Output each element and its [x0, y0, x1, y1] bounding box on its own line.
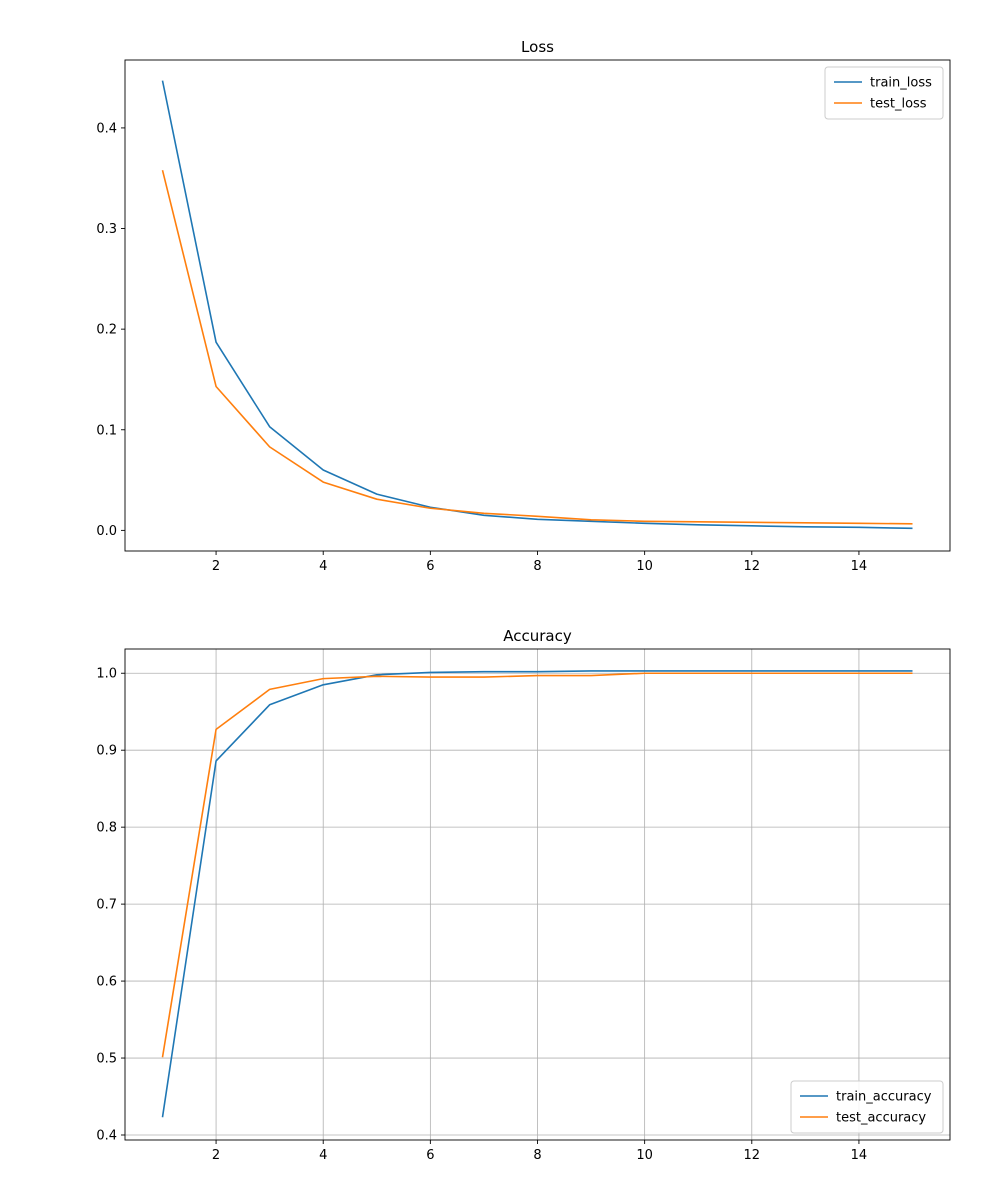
accuracy-x-tick-label: 2	[212, 1148, 220, 1163]
accuracy-y-tick-label: 0.4	[96, 1128, 117, 1143]
loss-x-tick-label: 8	[533, 559, 541, 574]
accuracy-y-tick-label: 0.9	[96, 744, 117, 759]
loss-chart: Loss 2 4 6 8 10 12 14 0.0 0.1 0.2 0.3 0.4 train_loss…	[96, 38, 951, 574]
accuracy-legend-label: train_accuracy	[836, 1090, 932, 1105]
loss-chart-title: Loss	[521, 38, 554, 56]
accuracy-x-tick-label: 12	[744, 1148, 761, 1163]
loss-x-tick-label: 10	[636, 559, 653, 574]
accuracy-y-tick-label: 0.6	[96, 975, 117, 990]
accuracy-legend-box	[790, 1080, 944, 1134]
loss-y-tick-label: 0.4	[96, 121, 117, 136]
accuracy-y-tick-label: 0.5	[96, 1052, 117, 1067]
loss-x-tick-label: 14	[851, 559, 868, 574]
accuracy-x-tick-label: 6	[426, 1148, 434, 1163]
loss-plot-frame	[124, 59, 951, 552]
loss-y-tick-label: 0.1	[96, 423, 117, 438]
accuracy-x-tick-label: 14	[851, 1148, 868, 1163]
accuracy-x-tick-label: 4	[319, 1148, 327, 1163]
loss-x-tick-label: 6	[426, 559, 434, 574]
accuracy-legend: train_accuracy test_accuracy	[790, 1080, 944, 1134]
accuracy-chart: Accuracy 2 4 6 8 10 12 14 0.4 0.5 0.6 0.7 0.8 0.9 1.0…	[96, 627, 951, 1163]
loss-x-tick-label: 12	[744, 559, 761, 574]
loss-series-line-test-loss	[161, 169, 913, 525]
loss-legend-label: train_loss	[870, 76, 932, 91]
loss-y-tick-label: 0.0	[96, 524, 117, 539]
loss-legend-label: test_loss	[870, 97, 927, 112]
accuracy-x-tick-label: 8	[533, 1148, 541, 1163]
loss-y-tick-label: 0.3	[96, 222, 117, 237]
accuracy-x-tick-label: 10	[636, 1148, 653, 1163]
loss-x-tick-label: 2	[212, 559, 220, 574]
accuracy-y-tick-label: 0.8	[96, 821, 117, 836]
accuracy-y-tick-label: 1.0	[96, 667, 117, 682]
accuracy-legend-label: test_accuracy	[836, 1111, 926, 1126]
loss-legend: train_loss test_loss	[824, 66, 944, 120]
loss-series-line-train-loss	[161, 80, 913, 530]
loss-y-tick-label: 0.2	[96, 323, 117, 338]
accuracy-series-line-train-accuracy	[161, 670, 913, 1118]
accuracy-grid	[125, 649, 950, 1140]
accuracy-series-line-test-accuracy	[161, 672, 913, 1058]
loss-legend-box	[824, 66, 944, 120]
accuracy-y-tick-label: 0.7	[96, 898, 117, 913]
accuracy-chart-title: Accuracy	[503, 627, 572, 645]
loss-x-tick-label: 4	[319, 559, 327, 574]
